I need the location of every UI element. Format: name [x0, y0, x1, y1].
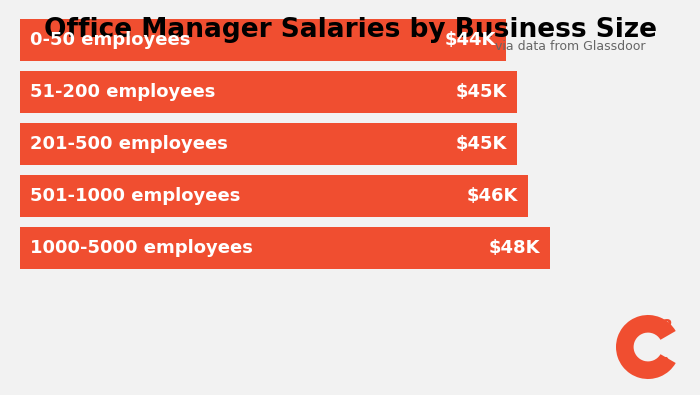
Text: via data from Glassdoor: via data from Glassdoor [495, 40, 645, 53]
Text: 501-1000 employees: 501-1000 employees [30, 187, 240, 205]
Text: Office Manager Salaries by Business Size: Office Manager Salaries by Business Size [43, 17, 657, 43]
FancyBboxPatch shape [20, 19, 506, 61]
Text: $45K: $45K [456, 135, 507, 153]
FancyBboxPatch shape [20, 123, 517, 165]
Text: 201-500 employees: 201-500 employees [30, 135, 228, 153]
FancyBboxPatch shape [20, 227, 550, 269]
Text: $44K: $44K [444, 31, 496, 49]
Text: 51-200 employees: 51-200 employees [30, 83, 216, 101]
Wedge shape [616, 315, 676, 379]
Text: 1000-5000 employees: 1000-5000 employees [30, 239, 253, 257]
Text: $45K: $45K [456, 83, 507, 101]
Text: $48K: $48K [489, 239, 540, 257]
Text: 2: 2 [662, 319, 673, 334]
FancyBboxPatch shape [20, 175, 528, 217]
Text: 0-50 employees: 0-50 employees [30, 31, 190, 49]
Text: $46K: $46K [466, 187, 518, 205]
FancyBboxPatch shape [20, 71, 517, 113]
